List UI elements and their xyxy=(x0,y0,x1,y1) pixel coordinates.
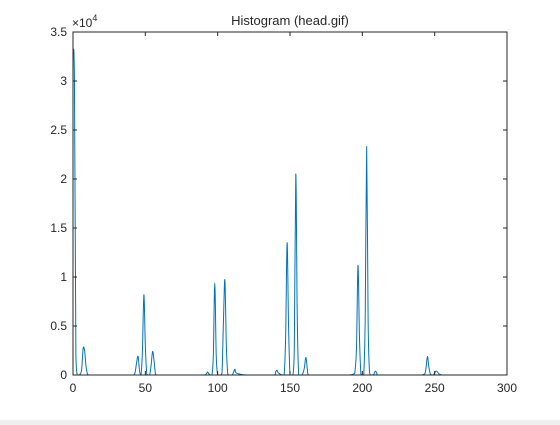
x-tick-label: 0 xyxy=(70,381,77,395)
y-tick-label: 1.5 xyxy=(50,221,67,235)
x-tick-label: 100 xyxy=(208,381,228,395)
y-tick-label: 2 xyxy=(60,172,67,186)
plot-area xyxy=(73,32,507,375)
y-tick-label: 3.5 xyxy=(50,25,67,39)
y-tick-label: 1 xyxy=(60,270,67,284)
y-tick-label: 3 xyxy=(60,74,67,88)
x-tick-label: 150 xyxy=(280,381,300,395)
x-tick-label: 250 xyxy=(425,381,445,395)
y-axis-exponent-label: ×104 xyxy=(72,13,97,30)
x-tick-label: 200 xyxy=(352,381,372,395)
x-tick-label: 50 xyxy=(139,381,153,395)
y-tick-label: 0.5 xyxy=(50,319,67,333)
y-tick-label: 0 xyxy=(60,368,67,382)
chart-title: Histogram (head.gif) xyxy=(231,13,349,28)
y-tick-label: 2.5 xyxy=(50,123,67,137)
x-tick-label: 300 xyxy=(497,381,517,395)
